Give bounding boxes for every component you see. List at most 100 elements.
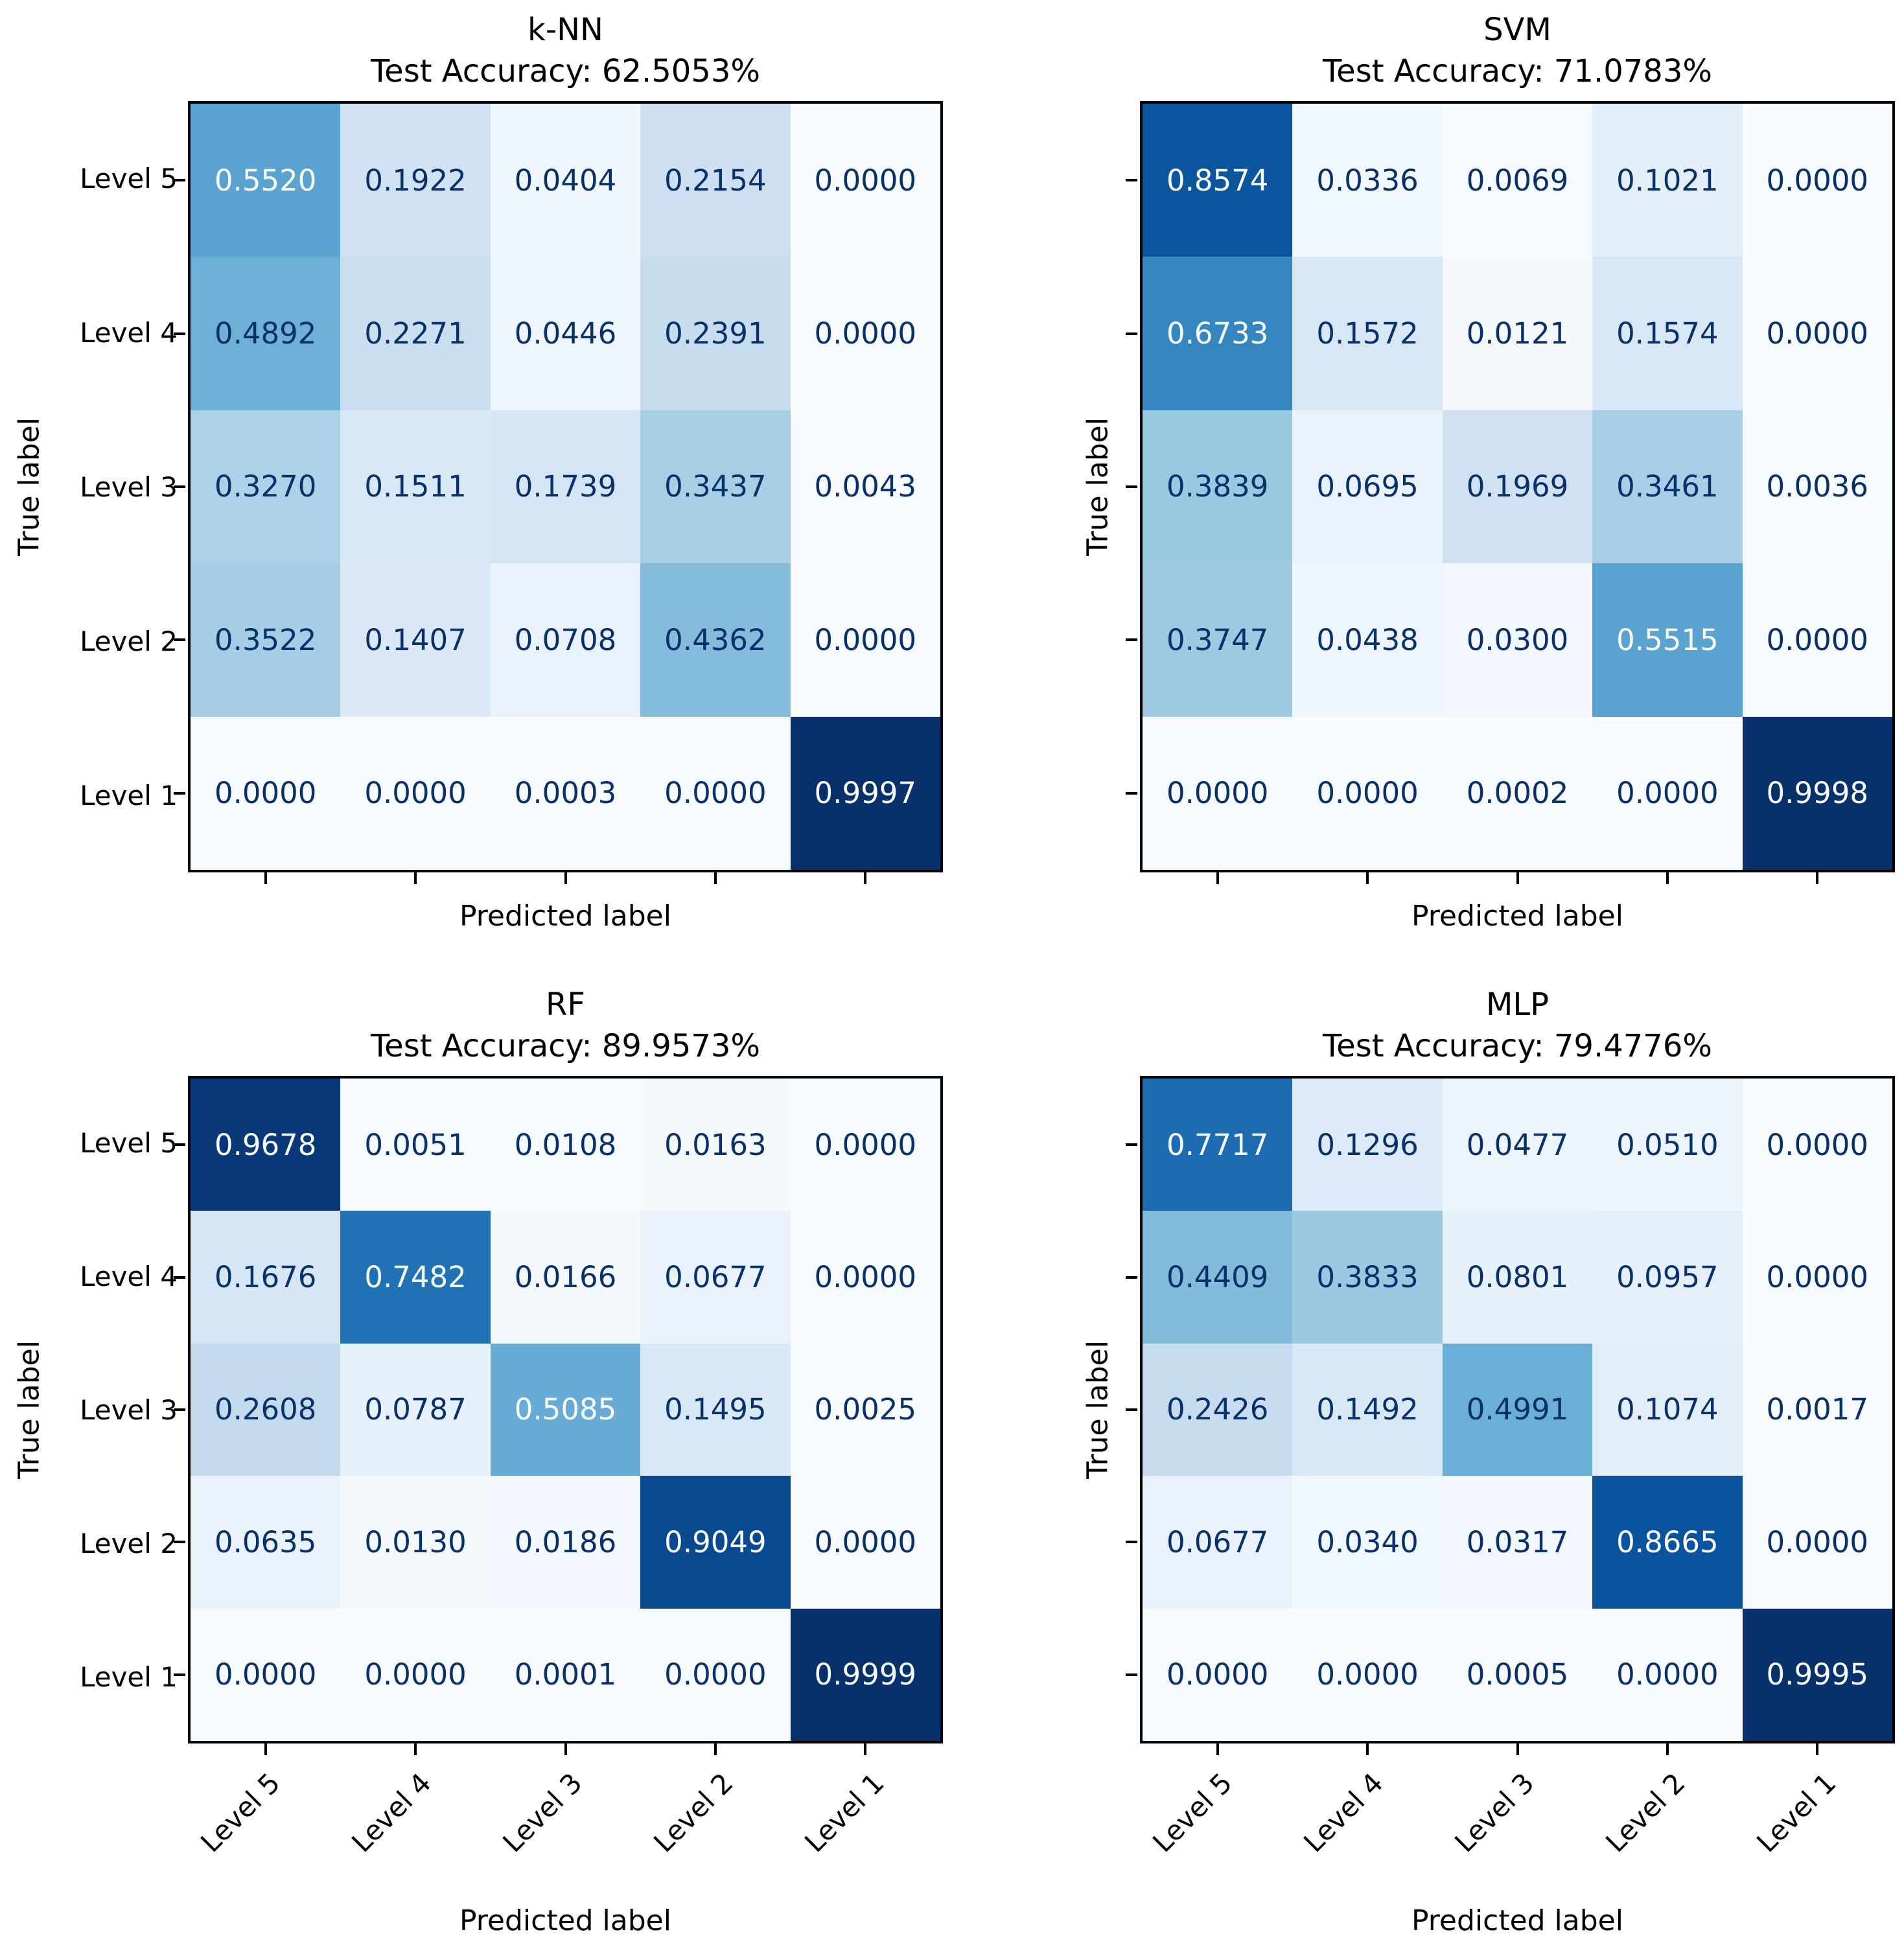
matrix-cell: 0.1021	[1592, 104, 1743, 257]
y-tick-mark	[1126, 485, 1137, 488]
matrix-cell: 0.0695	[1292, 410, 1443, 564]
matrix-cell: 0.0000	[1592, 1608, 1743, 1741]
matrix-cell: 0.0121	[1442, 257, 1593, 410]
matrix-cell: 0.0051	[340, 1078, 491, 1211]
x-tick-area	[1140, 872, 1895, 894]
matrix-cell: 0.0002	[1442, 716, 1593, 870]
matrix-cell: 0.1574	[1592, 257, 1743, 410]
matrix-cell: 0.2608	[191, 1343, 341, 1476]
matrix-cell: 0.3270	[191, 410, 341, 564]
y-tick-mark	[1126, 1276, 1137, 1279]
y-tick-mark	[1126, 1408, 1137, 1411]
matrix-cell: 0.7482	[340, 1211, 491, 1344]
matrix-cell: 0.0677	[640, 1211, 791, 1344]
y-tick-mark	[1126, 179, 1137, 182]
y-tick-label: Level 1	[80, 1661, 178, 1693]
matrix-cell: 0.0000	[790, 1211, 940, 1344]
matrix-cell: 0.4409	[1143, 1211, 1293, 1344]
matrix-cell: 0.3833	[1292, 1211, 1443, 1344]
matrix-cell: 0.0801	[1442, 1211, 1593, 1344]
y-tick-mark	[174, 638, 185, 642]
chart-title-block: MLP Test Accuracy: 79.4776%	[1140, 984, 1895, 1067]
x-tick-mark	[1366, 1743, 1369, 1755]
x-tick-mark	[864, 872, 867, 884]
y-tick-label: Level 4	[80, 1260, 178, 1292]
chart-title-block: RF Test Accuracy: 89.9573%	[188, 984, 943, 1067]
matrix-cell: 0.9049	[640, 1476, 791, 1609]
matrix-cell: 0.2391	[640, 257, 791, 410]
x-tick-mark	[1666, 872, 1669, 884]
x-tick-mark	[1216, 872, 1219, 884]
y-tick-mark	[174, 1143, 185, 1147]
matrix-cell: 0.0340	[1292, 1476, 1443, 1609]
matrix-cell: 0.0000	[1742, 1078, 1892, 1211]
matrix-cell: 0.0510	[1592, 1078, 1743, 1211]
y-tick-labels	[952, 101, 1130, 872]
matrix-cell: 0.0404	[490, 104, 641, 257]
matrix-cell: 0.8665	[1592, 1476, 1743, 1609]
matrix-cell: 0.2154	[640, 104, 791, 257]
confusion-matrix-frame: 0.5520 0.1922 0.0404 0.2154 0.0000 0.4892 0.22…	[174, 101, 943, 884]
matrix-cell: 0.0000	[1742, 1476, 1892, 1609]
matrix-cell: 0.0000	[790, 563, 940, 717]
x-tick-label: Level 1	[798, 1767, 890, 1859]
matrix-cell: 0.1739	[490, 410, 641, 564]
chart-title-block: k-NN Test Accuracy: 62.5053%	[188, 9, 943, 92]
matrix-cell: 0.0000	[191, 1608, 341, 1741]
matrix-cell: 0.0787	[340, 1343, 491, 1476]
matrix-cell: 0.0000	[640, 716, 791, 870]
x-tick-label: Level 5	[194, 1767, 286, 1859]
x-tick-area: Level 5 Level 4 Level 3 Level 2 Level 1	[188, 1743, 943, 1899]
x-tick-mark	[1816, 872, 1819, 884]
matrix-cell: 0.9678	[191, 1078, 341, 1211]
confusion-matrix: 0.9678 0.0051 0.0108 0.0163 0.0000 0.1676 0.74…	[191, 1078, 940, 1741]
matrix-cell: 0.0000	[1742, 1211, 1892, 1344]
matrix-cell: 0.0000	[340, 1608, 491, 1741]
matrix-cell: 0.0957	[1592, 1211, 1743, 1344]
matrix-cell: 0.9995	[1742, 1608, 1892, 1741]
x-tick-mark	[1516, 872, 1519, 884]
matrix-cell: 0.4892	[191, 257, 341, 410]
matrix-cell: 0.1074	[1592, 1343, 1743, 1476]
y-axis-area: True label	[952, 1076, 1140, 1743]
matrix-cell: 0.1511	[340, 410, 491, 564]
chart-subtitle: Test Accuracy: 71.0783%	[1323, 53, 1712, 89]
y-axis-area: True label	[952, 101, 1140, 872]
y-tick-mark	[1126, 791, 1137, 795]
chart-subtitle: Test Accuracy: 79.4776%	[1323, 1028, 1712, 1064]
matrix-cell: 0.9999	[790, 1608, 940, 1741]
x-tick-label: Level 2	[647, 1767, 739, 1859]
x-tick-mark	[714, 1743, 717, 1755]
matrix-cell: 0.0000	[1143, 1608, 1293, 1741]
y-tick-mark	[1126, 332, 1137, 335]
matrix-cell: 0.0000	[1292, 716, 1443, 870]
x-tick-mark	[864, 1743, 867, 1755]
chart-title: k-NN	[528, 12, 603, 48]
matrix-cell: 0.0000	[790, 104, 940, 257]
matrix-cell: 0.0000	[191, 716, 341, 870]
matrix-cell: 0.3839	[1143, 410, 1293, 564]
matrix-cell: 0.9997	[790, 716, 940, 870]
matrix-cell: 0.0000	[790, 257, 940, 410]
x-tick-mark	[564, 1743, 567, 1755]
matrix-cell: 0.1492	[1292, 1343, 1443, 1476]
matrix-cell: 0.0317	[1442, 1476, 1593, 1609]
matrix-cell: 0.1407	[340, 563, 491, 717]
x-tick-label: Level 4	[345, 1767, 437, 1859]
x-tick-area: Level 5 Level 4 Level 3 Level 2 Level 1	[1140, 1743, 1895, 1899]
matrix-cell: 0.0003	[490, 716, 641, 870]
confusion-matrix: 0.8574 0.0336 0.0069 0.1021 0.0000 0.6733 0.15…	[1143, 104, 1892, 870]
matrix-cell: 0.0336	[1292, 104, 1443, 257]
matrix-cell: 0.4991	[1442, 1343, 1593, 1476]
x-axis-label: Predicted label	[459, 900, 671, 933]
matrix-cell: 0.0000	[1742, 104, 1892, 257]
x-axis-label: Predicted label	[1411, 1904, 1623, 1937]
y-tick-label: Level 4	[80, 316, 178, 349]
matrix-cell: 0.0000	[790, 1476, 940, 1609]
matrix-cell: 0.0300	[1442, 563, 1593, 717]
matrix-cell: 0.0130	[340, 1476, 491, 1609]
matrix-cell: 0.0000	[1592, 716, 1743, 870]
matrix-cell: 0.0446	[490, 257, 641, 410]
x-tick-mark	[1816, 1743, 1819, 1755]
matrix-cell: 0.0477	[1442, 1078, 1593, 1211]
